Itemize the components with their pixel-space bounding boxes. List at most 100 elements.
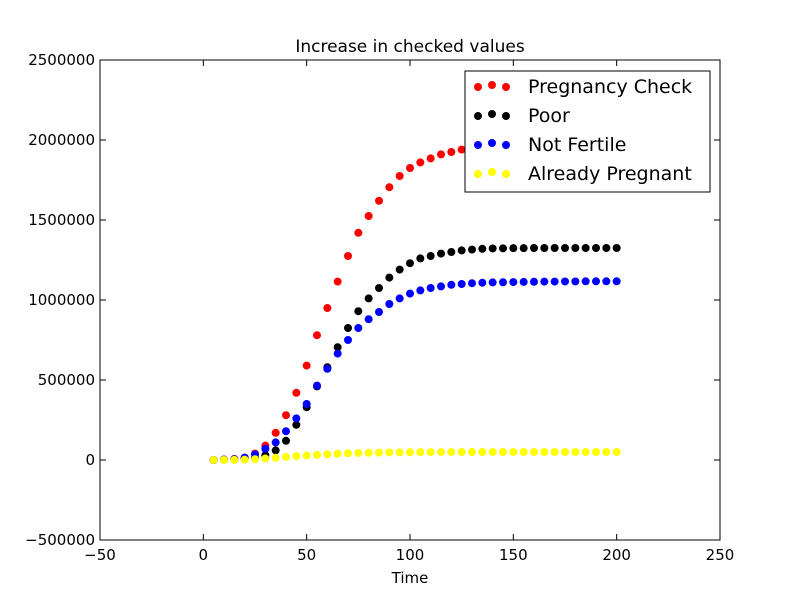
data-point: [437, 282, 445, 291]
x-tick-label: 200: [602, 546, 631, 564]
data-point: [375, 284, 383, 292]
data-point: [550, 448, 559, 457]
y-tick-label: 1500000: [28, 211, 95, 229]
data-point: [375, 448, 383, 457]
data-point: [375, 196, 383, 205]
data-points: [209, 139, 621, 464]
chart-title: Increase in checked values: [295, 37, 525, 57]
data-point: [550, 277, 559, 286]
data-point: [271, 446, 280, 455]
data-point: [344, 336, 352, 344]
data-point: [468, 245, 476, 254]
data-point: [509, 278, 518, 287]
data-point: [364, 294, 373, 303]
legend-label: Not Fertile: [528, 134, 626, 156]
data-point: [581, 244, 590, 252]
data-point: [323, 450, 332, 459]
data-point: [354, 228, 363, 237]
data-point: [323, 364, 332, 373]
data-point: [478, 448, 487, 457]
data-point: [571, 448, 580, 456]
data-point: [416, 448, 425, 457]
data-point: [240, 455, 249, 464]
legend: Pregnancy Check Poor Not Fertile Already Pr…: [464, 70, 711, 193]
data-point: [447, 448, 456, 457]
data-point: [354, 307, 363, 316]
data-point: [468, 279, 476, 288]
data-point: [385, 448, 394, 457]
x-tick-label: 0: [199, 546, 209, 564]
legend-label: Already Pregnant: [528, 163, 692, 185]
data-point: [323, 304, 332, 312]
legend-marker: [488, 110, 496, 118]
data-point: [592, 277, 600, 286]
data-point: [509, 244, 518, 253]
data-point: [395, 172, 404, 180]
data-point: [313, 450, 321, 459]
data-point: [364, 315, 373, 324]
x-tick-label: 250: [706, 546, 735, 564]
data-point: [271, 438, 280, 447]
data-point: [271, 428, 280, 437]
data-point: [282, 436, 290, 445]
legend-marker: [474, 141, 482, 149]
data-point: [292, 452, 301, 461]
data-point: [561, 244, 569, 252]
data-point: [302, 451, 311, 460]
data-point: [550, 244, 559, 252]
data-point: [602, 244, 611, 252]
legend-marker: [474, 83, 482, 91]
legend-marker: [488, 81, 496, 89]
legend-marker: [502, 112, 510, 120]
legend-label: Poor: [528, 105, 570, 127]
legend-marker: [502, 141, 510, 149]
data-point: [261, 454, 270, 463]
legend-marker: [474, 112, 482, 120]
data-point: [364, 212, 373, 220]
data-point: [468, 448, 476, 457]
data-point: [478, 244, 487, 253]
data-point: [457, 246, 466, 255]
data-point: [457, 280, 466, 288]
legend-marker: [488, 139, 496, 147]
x-tick-label: −50: [84, 546, 116, 564]
data-point: [612, 277, 621, 286]
legend-entry: Poor: [474, 105, 570, 127]
data-point: [354, 448, 363, 457]
data-point: [292, 388, 301, 397]
x-tick-label: 150: [499, 546, 528, 564]
data-point: [261, 444, 270, 453]
data-point: [302, 400, 311, 408]
legend-label: Pregnancy Check: [528, 76, 692, 98]
legend-marker: [502, 83, 510, 91]
data-point: [292, 420, 301, 429]
data-point: [344, 252, 352, 260]
data-point: [406, 448, 414, 457]
x-tick-label: 100: [396, 546, 425, 564]
data-point: [530, 277, 538, 286]
data-point: [230, 455, 239, 464]
data-point: [385, 300, 394, 308]
data-point: [499, 448, 507, 457]
data-point: [313, 381, 321, 390]
data-point: [561, 448, 569, 457]
y-tick-label: 500000: [38, 371, 95, 389]
data-point: [333, 343, 342, 352]
y-tick-label: 2000000: [28, 131, 95, 149]
data-point: [488, 448, 497, 457]
data-point: [416, 286, 425, 295]
data-point: [395, 294, 404, 303]
data-point: [581, 277, 590, 286]
data-point: [271, 453, 280, 462]
data-point: [406, 259, 414, 268]
data-point: [530, 244, 538, 252]
data-point: [333, 349, 342, 358]
data-point: [333, 277, 342, 286]
y-tick-label: 1000000: [28, 291, 95, 309]
data-point: [302, 361, 311, 370]
data-point: [364, 448, 373, 457]
data-point: [251, 455, 259, 464]
data-point: [282, 427, 290, 436]
